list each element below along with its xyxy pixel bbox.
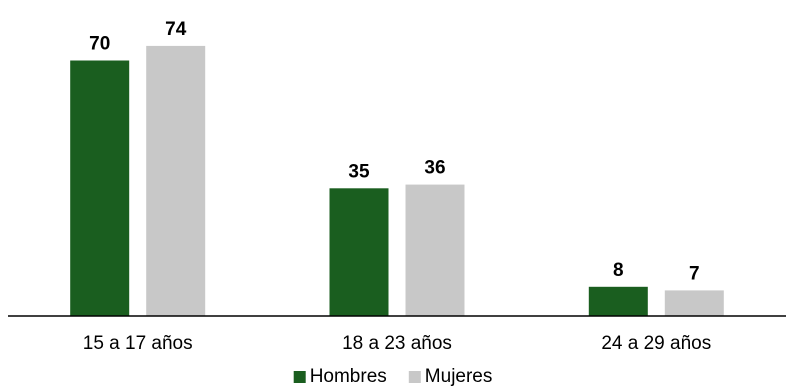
data-label-mujeres-18-a-23-anos: 36	[424, 158, 445, 179]
legend-label-hombres: Hombres	[310, 366, 387, 387]
data-label-hombres-15-a-17-anos: 70	[89, 34, 110, 55]
legend-item-hombres: Hombres	[293, 366, 387, 387]
bar-mujeres-24-a-29-anos	[664, 290, 724, 316]
x-tick-label-18-a-23-anos: 18 a 23 años	[342, 333, 452, 354]
bars-group	[70, 45, 724, 317]
bar-mujeres-15-a-17-anos	[146, 45, 206, 317]
bar-hombres-24-a-29-anos	[588, 286, 648, 316]
bar-mujeres-18-a-23-anos	[405, 184, 465, 316]
data-label-hombres-18-a-23-anos: 35	[348, 161, 370, 182]
legend-swatch-mujeres	[408, 371, 421, 383]
legend-swatch-hombres	[293, 371, 306, 383]
value-labels-group: 70 74 35 36 8 7	[89, 19, 700, 284]
data-label-mujeres-24-a-29-anos: 7	[689, 263, 700, 284]
x-tick-label-15-a-17-anos: 15 a 17 años	[83, 333, 193, 354]
bar-hombres-15-a-17-anos	[70, 60, 130, 316]
x-tick-label-24-a-29-anos: 24 a 29 años	[601, 333, 711, 354]
legend: Hombres Mujeres	[293, 366, 493, 387]
legend-label-mujeres: Mujeres	[425, 366, 493, 387]
legend-item-mujeres: Mujeres	[408, 366, 493, 387]
x-tick-labels: 15 a 17 años 18 a 23 años 24 a 29 años	[83, 333, 711, 354]
data-label-mujeres-15-a-17-anos: 74	[165, 19, 187, 40]
data-label-hombres-24-a-29-anos: 8	[613, 260, 624, 281]
bar-hombres-18-a-23-anos	[329, 188, 389, 317]
